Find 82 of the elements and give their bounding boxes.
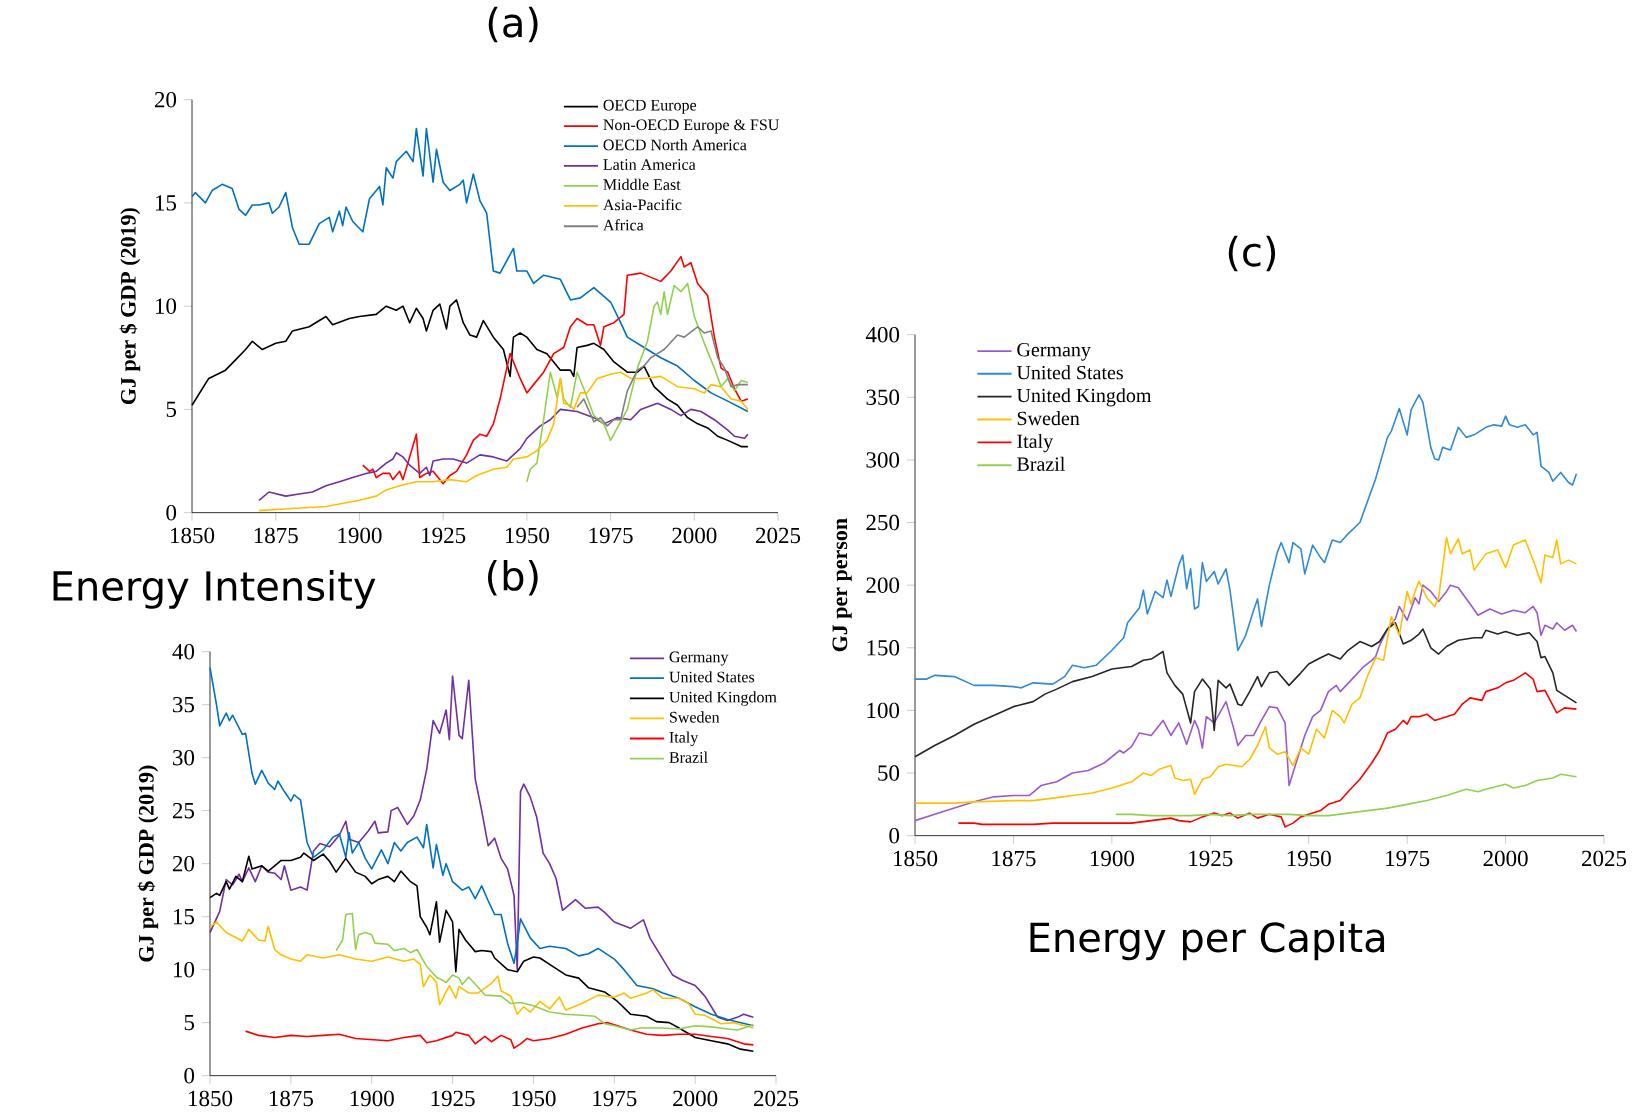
- legend-label: OECD North America: [603, 139, 747, 151]
- x-tick-label: 1925: [1189, 850, 1233, 867]
- x-tick-label: 2025: [756, 527, 801, 544]
- legend-label: OECD Europe: [603, 99, 697, 114]
- y-tick-label: 350: [866, 389, 900, 406]
- y-tick-label: 50: [878, 765, 900, 781]
- legend-label: United States: [669, 671, 755, 683]
- legend-label: Sweden: [1017, 411, 1080, 426]
- y-tick-label: 15: [155, 195, 177, 211]
- line-series: [361, 255, 749, 485]
- y-tick-label: 25: [172, 802, 195, 819]
- legend-label: Germany: [669, 651, 729, 666]
- legend-label: Asia-Pacific: [603, 198, 682, 211]
- line-series: [258, 402, 749, 502]
- legend-label: Middle East: [603, 178, 681, 191]
- chart-title: (a): [488, 6, 538, 43]
- x-tick-label: 1875: [269, 1090, 313, 1107]
- line-series: [914, 621, 1578, 758]
- y-tick-label: 400: [865, 326, 900, 343]
- y-tick-label: 20: [172, 855, 195, 872]
- legend-label: United Kingdom: [669, 691, 777, 706]
- x-tick-label: 2000: [1483, 850, 1528, 867]
- x-tick-label: 1950: [512, 1090, 556, 1107]
- x-tick-label: 2000: [672, 527, 717, 544]
- legend-label: Brazil: [1017, 456, 1065, 471]
- y-tick-label: 35: [173, 696, 195, 713]
- y-tick-label: 0: [166, 504, 177, 521]
- y-tick-label: 100: [867, 702, 900, 719]
- x-tick-label: 1950: [1287, 850, 1331, 867]
- line-series: [914, 584, 1578, 822]
- y-tick-label: 5: [184, 1015, 195, 1031]
- y-tick-label: 0: [184, 1067, 195, 1084]
- y-tick-label: 10: [155, 298, 177, 314]
- x-tick-label: 2000: [673, 1090, 718, 1107]
- line-series: [576, 326, 749, 427]
- x-tick-label: 1875: [992, 850, 1036, 867]
- y-axis-title: GJ per person: [832, 518, 852, 652]
- chart-title: (b): [487, 559, 538, 596]
- x-tick-label: 1925: [431, 1090, 475, 1107]
- line-series: [335, 912, 755, 1031]
- x-tick-label: 1875: [254, 527, 298, 544]
- x-tick-label: 1850: [189, 1090, 233, 1107]
- x-tick-label: 2025: [1582, 850, 1627, 867]
- legend-label: Africa: [603, 219, 644, 231]
- x-tick-label: 2025: [754, 1090, 799, 1107]
- x-tick-label: 1975: [589, 527, 633, 544]
- y-tick-label: 0: [889, 827, 900, 844]
- x-tick-label: 1925: [422, 527, 466, 544]
- y-tick-label: 5: [166, 401, 177, 418]
- line-series: [209, 921, 755, 1029]
- y-axis-title: GJ per $ GDP (2019): [119, 208, 141, 405]
- text: Energy Intensity: [53, 570, 376, 609]
- legend-label: Italy: [1017, 433, 1054, 453]
- x-tick-label: 1950: [505, 527, 549, 544]
- x-tick-label: 1900: [350, 1090, 394, 1107]
- legend-label: Sweden: [670, 711, 720, 723]
- x-tick-label: 1900: [338, 527, 382, 544]
- y-tick-label: 10: [173, 961, 195, 978]
- legend-label: Germany: [1017, 343, 1091, 361]
- y-tick-label: 30: [173, 749, 195, 766]
- legend-label: United States: [1016, 365, 1123, 380]
- x-tick-label: 1900: [1090, 850, 1134, 867]
- y-tick-label: 300: [866, 452, 900, 468]
- chart-title: (c): [1228, 235, 1276, 272]
- legend-label: Italy: [669, 731, 699, 747]
- x-tick-label: 1850: [894, 850, 938, 867]
- y-tick-label: 20: [154, 91, 177, 108]
- x-tick-label: 1975: [593, 1090, 637, 1107]
- legend-label: Brazil: [669, 751, 708, 763]
- legend-label: United Kingdom: [1016, 388, 1152, 407]
- y-tick-label: 150: [867, 640, 900, 656]
- y-axis-title: GJ per $ GDP (2019): [137, 765, 159, 962]
- text: Energy per Capita: [1030, 921, 1385, 961]
- x-tick-label: 1850: [171, 527, 215, 544]
- y-tick-label: 15: [173, 909, 195, 925]
- y-tick-label: 250: [866, 514, 900, 531]
- legend-label: Non-OECD Europe & FSU: [603, 119, 779, 134]
- line-series: [258, 371, 749, 512]
- legend-label: Latin America: [603, 159, 696, 170]
- x-tick-label: 1975: [1386, 850, 1430, 867]
- y-tick-label: 200: [866, 577, 900, 593]
- y-tick-label: 40: [172, 643, 195, 660]
